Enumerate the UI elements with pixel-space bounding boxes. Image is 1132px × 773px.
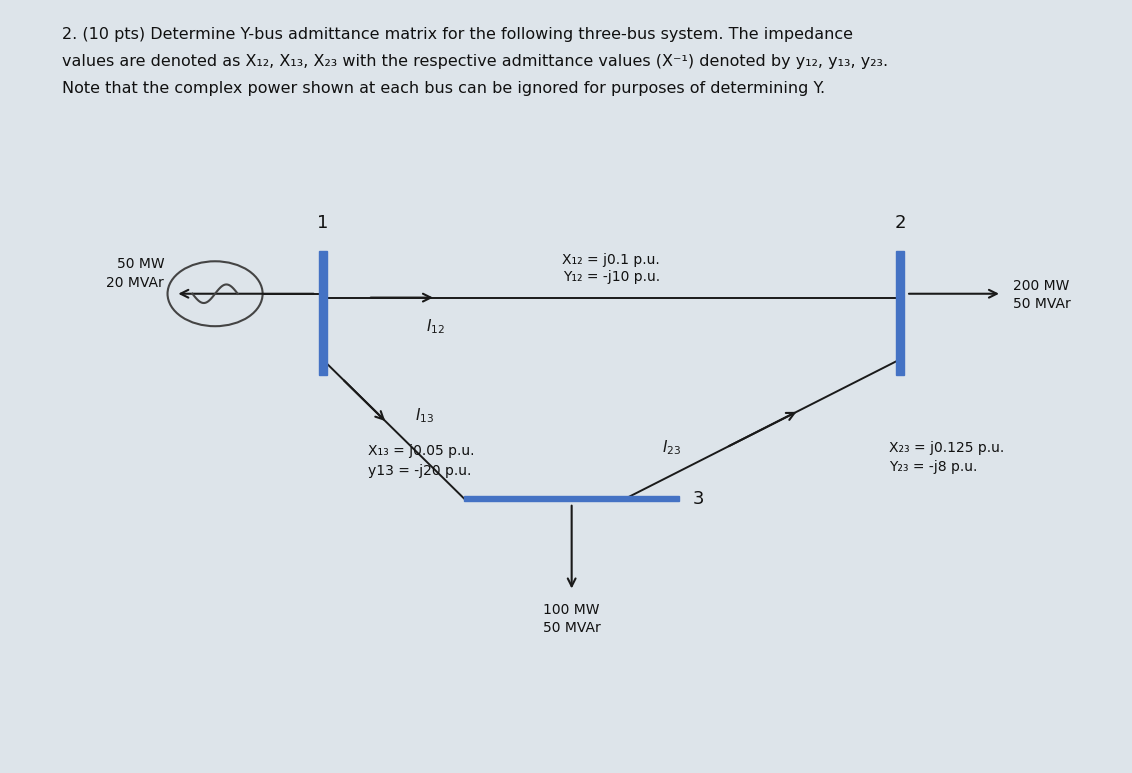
Text: values are denoted as X₁₂, X₁₃, X₂₃ with the respective admittance values (X⁻¹) : values are denoted as X₁₂, X₁₃, X₂₃ with… [62,54,889,69]
Bar [464,496,679,501]
Text: 2: 2 [894,214,906,232]
Text: 1: 1 [317,214,328,232]
Text: 2. (10 pts) Determine Y-bus admittance matrix for the following three-bus system: 2. (10 pts) Determine Y-bus admittance m… [62,27,854,42]
Text: $I_{23}$: $I_{23}$ [662,438,681,457]
Text: $I_{13}$: $I_{13}$ [415,406,435,424]
Text: X₂₃ = j0.125 p.u.
Y₂₃ = -j8 p.u.: X₂₃ = j0.125 p.u. Y₂₃ = -j8 p.u. [889,441,1004,474]
Bar [897,251,903,375]
Text: X₁₂ = j0.1 p.u.: X₁₂ = j0.1 p.u. [563,253,660,267]
Text: 200 MW
50 MVAr: 200 MW 50 MVAr [1013,279,1071,312]
Text: Note that the complex power shown at each bus can be ignored for purposes of det: Note that the complex power shown at eac… [62,81,825,96]
Text: 50 MW
20 MVAr: 50 MW 20 MVAr [106,257,164,290]
Text: Y₁₂ = -j10 p.u.: Y₁₂ = -j10 p.u. [563,271,660,284]
Bar [319,251,326,375]
Text: X₁₃ = j0.05 p.u.
y13 = -j20 p.u.: X₁₃ = j0.05 p.u. y13 = -j20 p.u. [368,444,474,478]
Text: $I_{12}$: $I_{12}$ [427,317,445,335]
Text: 100 MW
50 MVAr: 100 MW 50 MVAr [542,603,601,635]
Text: 3: 3 [693,489,704,508]
